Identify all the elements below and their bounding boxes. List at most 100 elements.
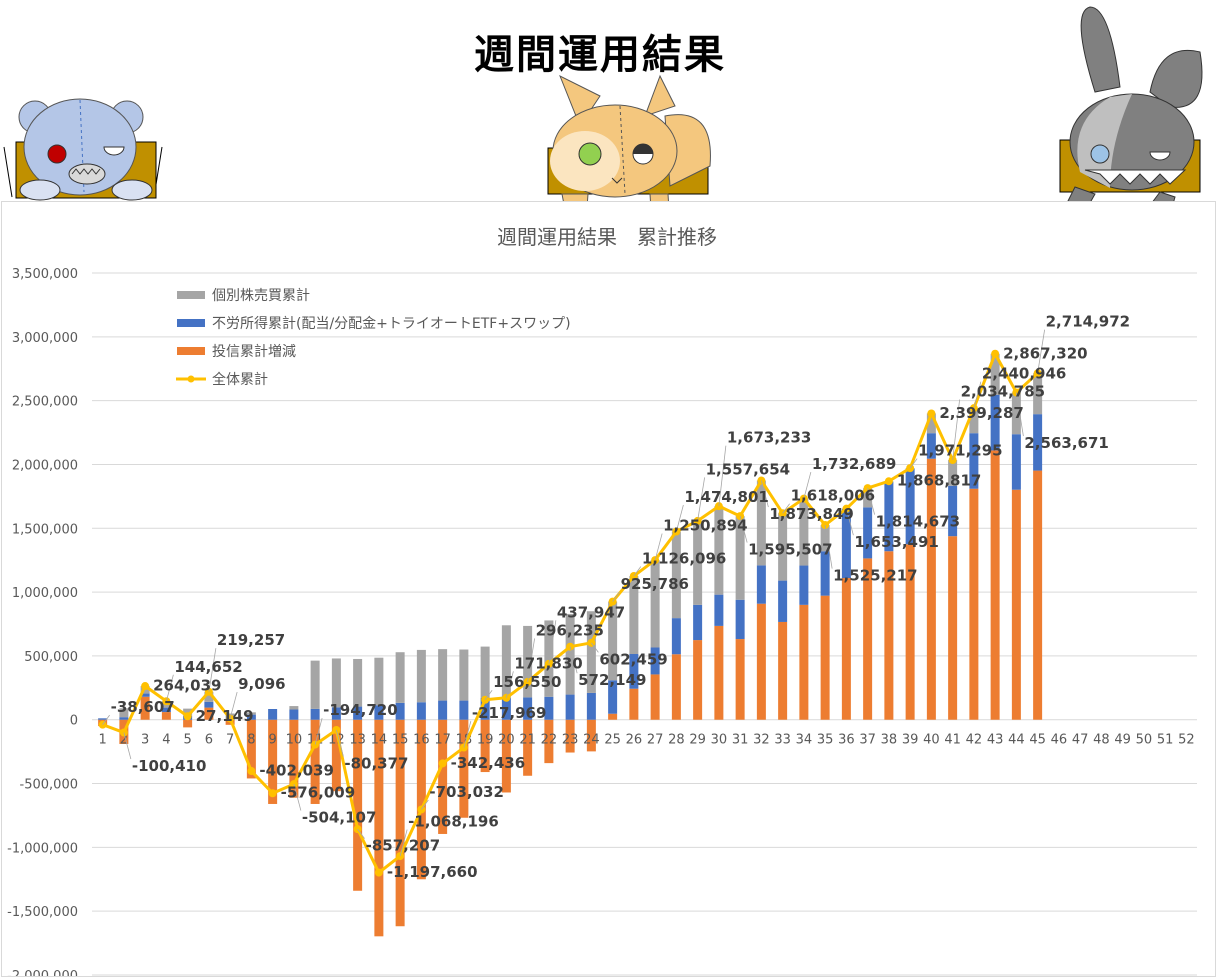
- y-axis-tick-labels: 3,500,000 3,000,000 2,500,000 2,000,000 1,50…: [7, 267, 78, 976]
- bar-stock-trading: [586, 611, 596, 693]
- data-label-leader-line: [612, 591, 620, 602]
- data-label-leader-line: [208, 648, 217, 692]
- bar-passive-income: [905, 468, 915, 545]
- x-tick-label: 17: [434, 733, 451, 748]
- data-label: 2,440,946: [982, 365, 1066, 383]
- data-label: 602,459: [599, 650, 667, 668]
- x-tick-label: 11: [307, 733, 324, 748]
- data-label-leader-line: [357, 828, 365, 839]
- data-label-leader-line: [123, 732, 132, 760]
- total-line-point: [736, 512, 745, 521]
- y-tick-label: 1,500,000: [12, 522, 78, 537]
- bar-stock-trading: [331, 658, 341, 708]
- bar-passive-income: [140, 693, 150, 697]
- bar-passive-income: [353, 706, 363, 720]
- data-label-leader-line: [803, 471, 812, 499]
- bar-passive-income: [161, 707, 171, 713]
- data-label-leader-line: [633, 566, 642, 577]
- bar-fund-change: [459, 719, 469, 818]
- bar-fund-change: [395, 719, 405, 927]
- y-tick-label: -1,500,000: [7, 905, 78, 920]
- bar-fund-change: [693, 640, 703, 720]
- x-tick-label: 34: [796, 733, 813, 748]
- legend-marker-swatch: [187, 375, 195, 383]
- data-label-leader-line: [909, 458, 918, 469]
- x-tick-label: 36: [838, 733, 855, 748]
- bar-fund-change: [948, 536, 958, 720]
- bar-fund-change: [544, 719, 554, 764]
- bar-passive-income: [778, 580, 788, 622]
- legend-color-swatch: [177, 347, 205, 355]
- data-label: 156,550: [493, 673, 561, 691]
- bar-passive-income: [501, 698, 511, 720]
- data-label-leader-line: [165, 674, 174, 702]
- x-tick-label: 33: [774, 733, 791, 748]
- bar-fund-change: [990, 450, 1000, 720]
- bar-stock-trading: [990, 353, 1000, 395]
- total-line-point: [374, 868, 383, 877]
- bar-stock-trading: [969, 408, 979, 434]
- data-label: 1,732,689: [812, 455, 896, 473]
- x-tick-label: 49: [1114, 733, 1131, 748]
- bar-stock-trading: [459, 649, 469, 701]
- legend-label: 全体累計: [212, 371, 268, 388]
- bar-passive-income: [948, 485, 958, 537]
- total-line-point: [651, 556, 660, 565]
- bar-stock-trading: [735, 516, 745, 600]
- x-tick-label: 8: [247, 733, 255, 748]
- data-label-leader-line: [845, 508, 854, 536]
- data-label: -194,720: [323, 701, 398, 719]
- data-label: 2,563,671: [1024, 434, 1108, 452]
- data-label: 1,618,006: [791, 487, 875, 505]
- bar-passive-income: [289, 709, 299, 720]
- data-label-leader-line: [760, 480, 769, 508]
- bar-stock-trading: [778, 513, 788, 581]
- total-line-point: [927, 409, 936, 418]
- bar-fund-change: [905, 544, 915, 720]
- bar-stock-trading: [183, 708, 193, 716]
- data-label: -217,969: [472, 704, 547, 722]
- bar-fund-change: [183, 719, 193, 728]
- x-tick-label: 6: [205, 733, 213, 748]
- x-tick-label: 19: [477, 733, 494, 748]
- cumulative-chart: 週間運用結果 累計推移 3,500,000 3,000,000 2,500,000 2…: [7, 225, 1197, 976]
- bar-fund-change: [735, 639, 745, 720]
- x-tick-label: 38: [881, 733, 898, 748]
- y-tick-label: -2,000,000: [7, 969, 78, 976]
- bear-mascot-illustration: [3, 98, 163, 201]
- data-label: -1,068,196: [408, 813, 499, 831]
- bar-fund-change: [1033, 470, 1043, 720]
- data-label: 2,867,320: [1003, 344, 1087, 362]
- bar-passive-income: [268, 709, 278, 720]
- x-tick-label: 14: [371, 733, 388, 748]
- x-tick-label: 16: [413, 733, 430, 748]
- bar-fund-change: [204, 707, 214, 720]
- bar-passive-income: [863, 507, 873, 559]
- data-label: -504,107: [302, 809, 377, 827]
- y-tick-label: -500,000: [20, 778, 78, 793]
- bar-passive-income: [926, 433, 936, 459]
- y-tick-label: 0: [70, 714, 78, 729]
- bar-passive-income: [395, 702, 405, 720]
- x-tick-label: 51: [1157, 733, 1174, 748]
- data-label-leader-line: [229, 691, 238, 719]
- y-tick-label: 3,500,000: [12, 267, 78, 282]
- data-label-leader-line: [527, 638, 536, 682]
- bar-fund-change: [884, 551, 894, 720]
- total-line-point: [141, 682, 150, 691]
- legend-label: 投信累計増減: [212, 343, 296, 360]
- data-label: 264,039: [153, 677, 221, 695]
- total-line-point: [247, 767, 256, 776]
- x-tick-label: 44: [1008, 733, 1025, 748]
- bar-stock-trading: [544, 620, 554, 697]
- bar-stock-trading: [629, 576, 639, 654]
- x-tick-label: 29: [689, 733, 706, 748]
- x-tick-label: 45: [1029, 733, 1046, 748]
- bar-passive-income: [246, 714, 256, 720]
- legend-label: 不労所得累計(配当/分配金+トライオートETF+スワップ): [212, 315, 571, 332]
- data-label: 1,595,507: [748, 541, 832, 559]
- x-tick-label: 2: [120, 733, 128, 748]
- x-tick-label: 15: [392, 733, 409, 748]
